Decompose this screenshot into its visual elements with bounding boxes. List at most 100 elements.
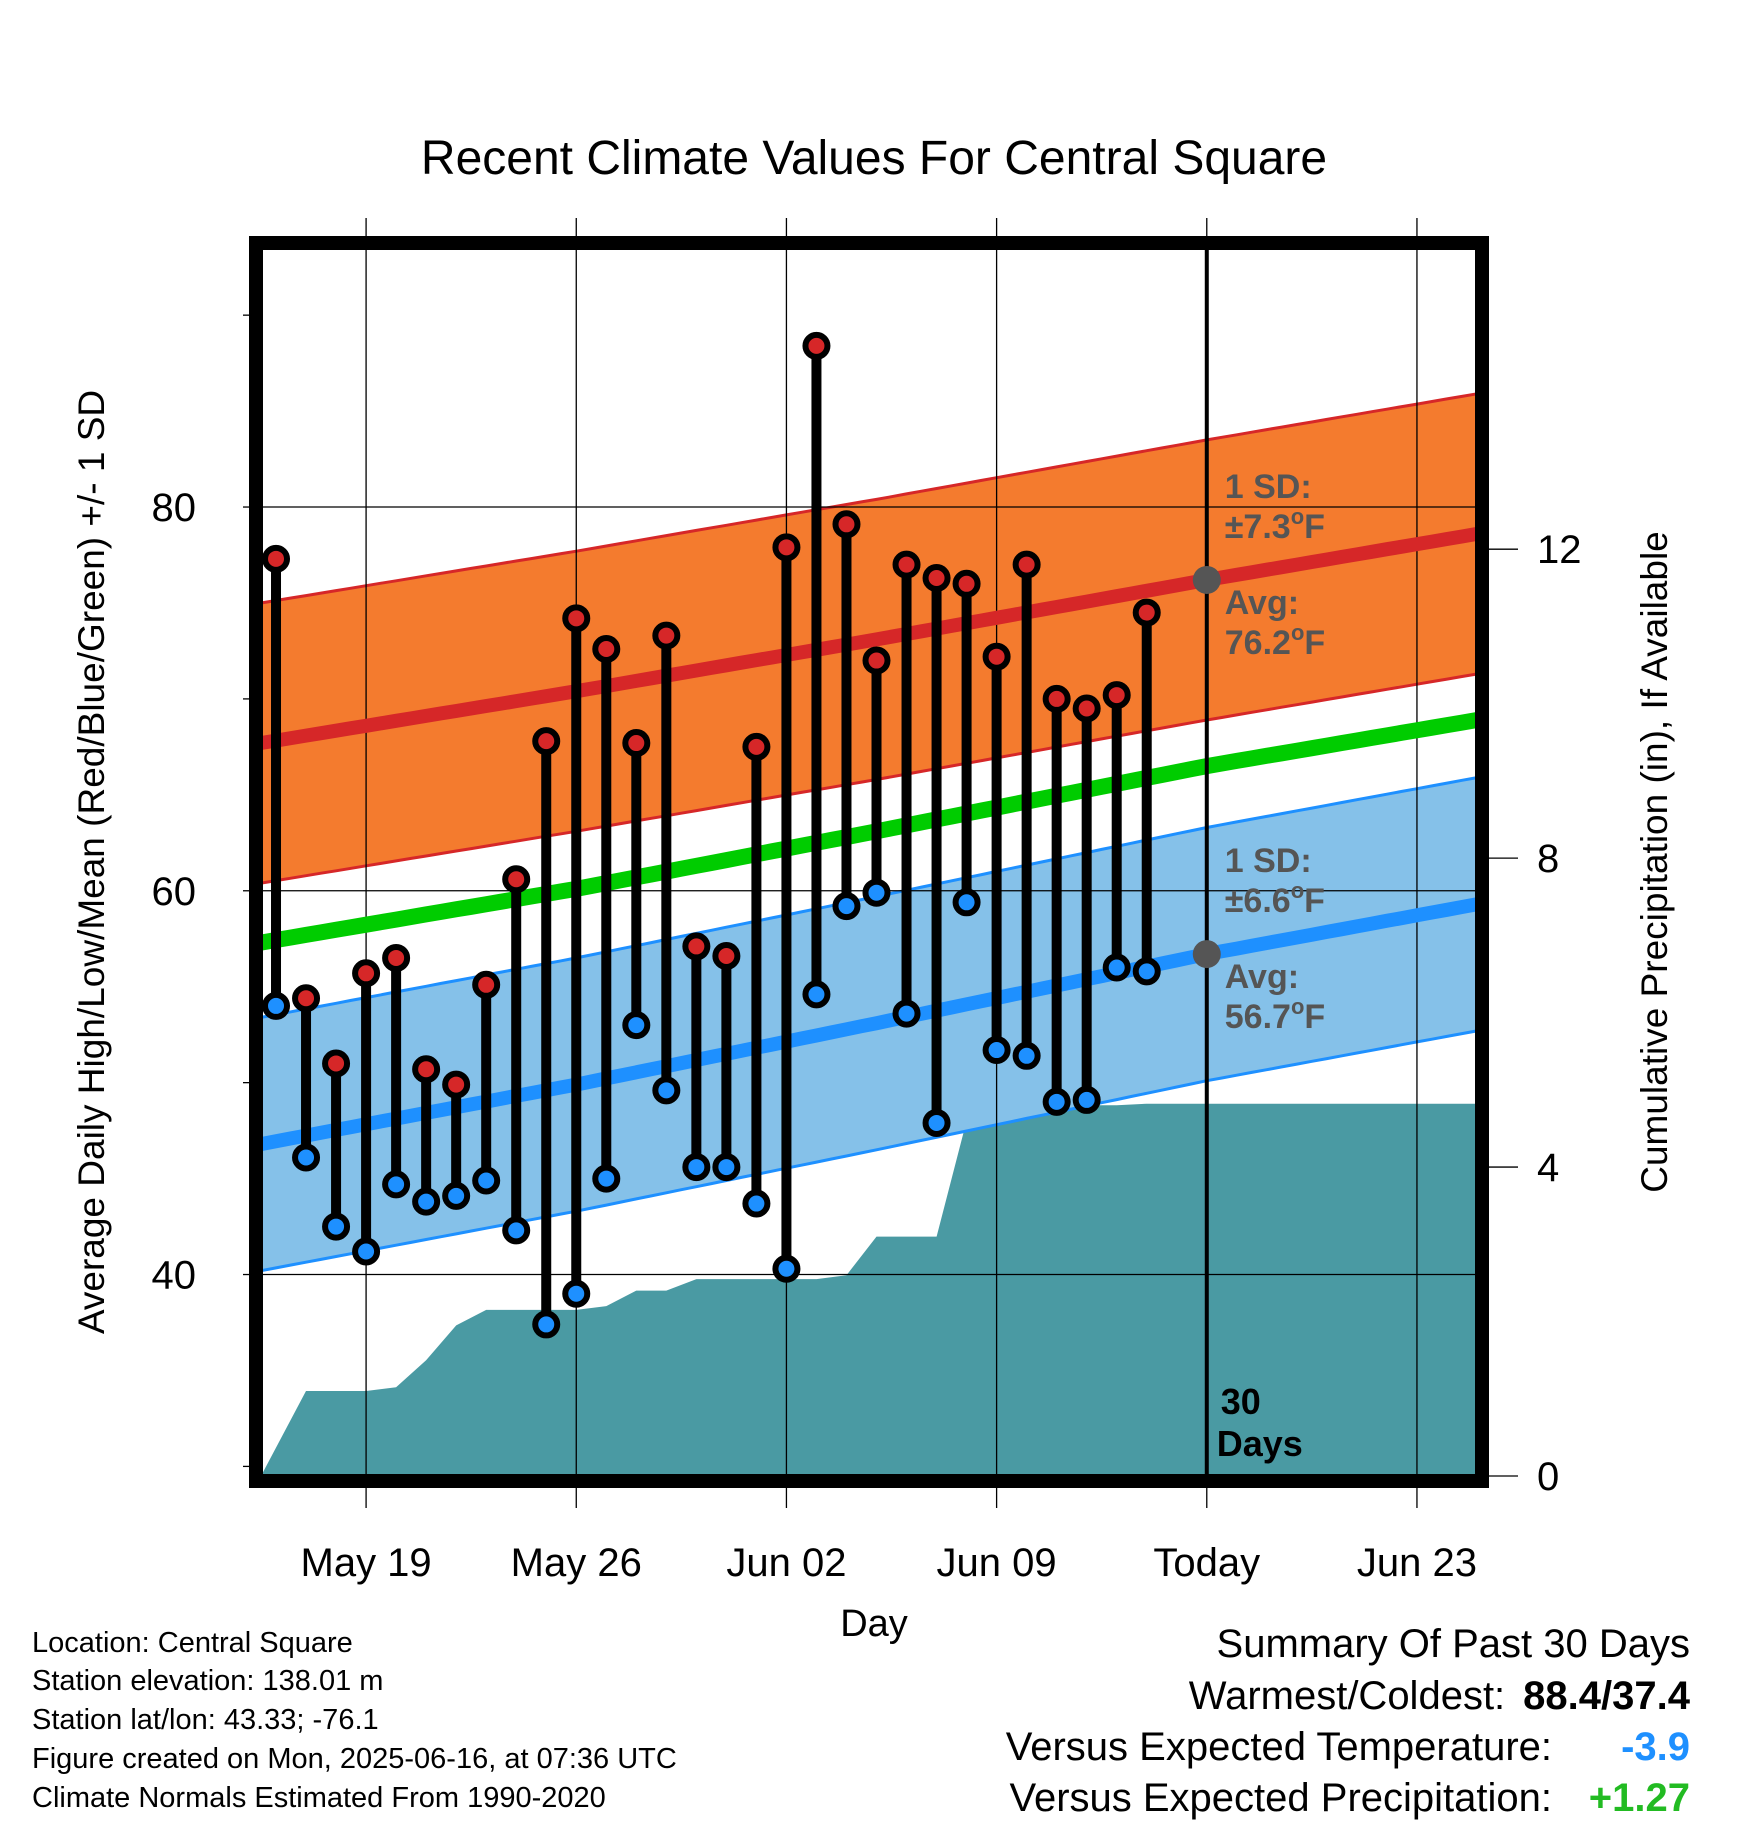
daily-high-point	[982, 642, 1011, 671]
daily-high-point	[562, 604, 591, 633]
daily-high-point	[922, 564, 951, 593]
daily-low-point	[892, 999, 921, 1028]
y2-tick-label: 8	[1537, 837, 1559, 881]
daily-high-point	[262, 544, 291, 573]
y-tick-label: 60	[152, 870, 197, 914]
daily-low-point	[562, 1279, 591, 1308]
y2-tick-label: 12	[1537, 528, 1582, 572]
y-tick-label: 40	[152, 1254, 197, 1298]
plot-frame	[249, 236, 1489, 1488]
high-sd-lower-edge	[260, 672, 1478, 885]
created-text: Figure created on Mon, 2025-06-16, at 07…	[32, 1743, 677, 1775]
precipitation-area	[261, 1103, 1477, 1476]
daily-low-point	[502, 1216, 531, 1245]
high-sd-upper-edge	[260, 392, 1478, 605]
daily-high-point	[622, 729, 651, 758]
summary-temp: Versus Expected Temperature: -3.9	[1006, 1727, 1690, 1767]
daily-low-point	[622, 1011, 651, 1040]
summary-precip: Versus Expected Precipitation: +1.27	[1009, 1778, 1690, 1818]
daily-low-point	[442, 1181, 471, 1210]
daily-high-point	[532, 727, 561, 756]
summary-heading: Summary Of Past 30 Days	[1216, 1622, 1690, 1666]
y2-tick-label: 0	[1537, 1455, 1559, 1499]
today-high-normal-marker	[1192, 565, 1221, 594]
x-tick-label: Jun 23	[1357, 1541, 1477, 1585]
daily-high-point	[1072, 694, 1101, 723]
daily-high-point	[742, 732, 771, 761]
daily-low-point	[742, 1189, 771, 1218]
low-avg-annotation: Avg: 56.7oF	[1225, 958, 1325, 1036]
daily-high-point	[412, 1055, 441, 1084]
x-tick-label: Jun 02	[726, 1541, 846, 1585]
low-sd-lower-edge	[260, 1029, 1478, 1273]
y-tick-label: 80	[152, 486, 197, 530]
location-text: Location: Central Square	[32, 1627, 353, 1659]
warm-cold-label: Warmest/Coldest:	[1188, 1674, 1506, 1718]
low-normal-line	[259, 897, 1479, 1151]
daily-low-point	[682, 1153, 711, 1182]
latlon-text: Station lat/lon: 43.33; -76.1	[32, 1704, 379, 1736]
today-low-normal-marker	[1192, 940, 1221, 969]
x-tick-label: May 26	[511, 1541, 642, 1585]
daily-high-point	[1132, 598, 1161, 627]
daily-low-point	[1132, 957, 1161, 986]
daily-high-point	[712, 942, 741, 971]
daily-high-point	[772, 533, 801, 562]
days-window-label: 30 Days	[1217, 1381, 1303, 1464]
daily-high-point	[832, 510, 861, 539]
temp-label: Versus Expected Temperature:	[1005, 1725, 1552, 1769]
normals-text: Climate Normals Estimated From 1990-2020	[32, 1782, 606, 1814]
daily-high-point	[1102, 681, 1131, 710]
daily-low-point	[1102, 953, 1131, 982]
high-normal-line	[259, 527, 1479, 750]
x-tick-label: Jun 09	[937, 1541, 1057, 1585]
daily-low-point	[1012, 1041, 1041, 1070]
daily-low-point	[922, 1108, 951, 1137]
daily-low-point	[802, 980, 831, 1009]
daily-low-point	[1072, 1085, 1101, 1114]
x-axis-label: Day	[840, 1603, 908, 1645]
low-sd-annotation: 1 SD: ±6.6oF	[1225, 842, 1325, 920]
daily-low-point	[952, 888, 981, 917]
warm-cold-value: 88.4/37.4	[1523, 1674, 1690, 1718]
daily-high-point	[1042, 684, 1071, 713]
daily-high-point	[472, 970, 501, 999]
daily-low-point	[982, 1036, 1011, 1065]
daily-low-point	[352, 1237, 381, 1266]
daily-low-point	[862, 878, 891, 907]
daily-high-point	[952, 569, 981, 598]
daily-high-point	[292, 984, 321, 1013]
x-tick-label-today: Today	[1153, 1541, 1260, 1585]
daily-high-point	[892, 550, 921, 579]
precip-value: +1.27	[1588, 1776, 1690, 1820]
temp-value: -3.9	[1621, 1725, 1690, 1769]
daily-high-point	[382, 943, 411, 972]
daily-low-point	[772, 1254, 801, 1283]
high-avg-annotation: Avg: 76.2oF	[1225, 584, 1325, 662]
daily-high-point	[502, 865, 531, 894]
mean-normal-line	[259, 712, 1479, 951]
summary-warm-cold: Warmest/Coldest: 88.4/37.4	[1189, 1676, 1690, 1716]
daily-low-point	[532, 1310, 561, 1339]
daily-low-point	[592, 1164, 621, 1193]
daily-high-point	[652, 621, 681, 650]
daily-low-point	[472, 1166, 501, 1195]
daily-high-point	[682, 932, 711, 961]
y2-tick-label: 4	[1537, 1146, 1559, 1190]
daily-low-point	[262, 991, 291, 1020]
plot-area: 1 SD: ±7.3oF Avg: 76.2oF 1 SD: ±6.6oF Avg: 56.7…	[71, 218, 1675, 1645]
daily-high-point	[352, 959, 381, 988]
daily-low-point	[382, 1170, 411, 1199]
y2-axis-label: Cumulative Precipitation (in), If Availa…	[1634, 531, 1675, 1193]
x-tick-label: May 19	[301, 1541, 432, 1585]
high-sd-annotation: 1 SD: ±7.3oF	[1225, 468, 1325, 546]
daily-low-point	[412, 1187, 441, 1216]
daily-high-point	[802, 331, 831, 360]
daily-low-point	[322, 1212, 351, 1241]
daily-high-point	[442, 1070, 471, 1099]
precip-label: Versus Expected Precipitation:	[1009, 1776, 1552, 1820]
daily-low-point	[292, 1143, 321, 1172]
daily-low-point	[652, 1076, 681, 1105]
daily-low-point	[712, 1153, 741, 1182]
